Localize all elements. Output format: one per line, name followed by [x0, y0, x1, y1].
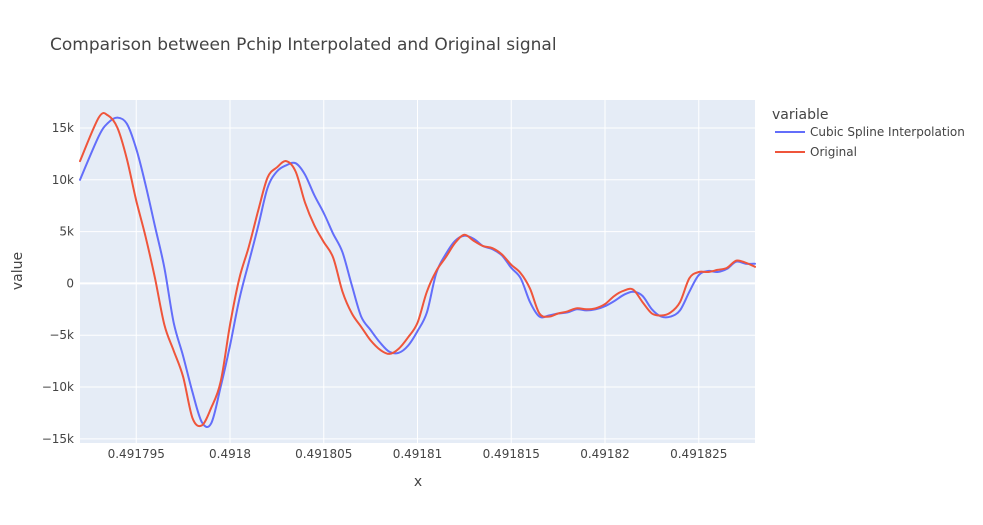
chart-title: Comparison between Pchip Interpolated an… — [50, 35, 557, 55]
y-tick-label: −10k — [42, 380, 74, 394]
x-tick-label: 0.491795 — [108, 447, 165, 461]
y-tick-label: 5k — [59, 225, 74, 239]
x-tick-label: 0.49182 — [580, 447, 630, 461]
y-tick-label: 0 — [66, 276, 74, 290]
x-tick-label: 0.491825 — [670, 447, 727, 461]
legend-title: variable — [772, 107, 828, 123]
legend-item-cubic-spline[interactable]: Cubic Spline Interpolation — [775, 125, 965, 139]
x-axis-label: x — [414, 474, 422, 490]
series-line-cubic-spline — [79, 116, 756, 428]
y-tick-label: −5k — [49, 328, 74, 342]
legend-item-original[interactable]: Original — [775, 145, 857, 159]
y-axis-label: value — [10, 252, 26, 290]
y-tick-label: 15k — [52, 121, 74, 135]
x-tick-label: 0.491815 — [483, 447, 540, 461]
y-tick-label: −15k — [42, 432, 74, 446]
y-gridlines — [80, 127, 755, 440]
y-tick-label: 10k — [52, 173, 74, 187]
x-tick-label: 0.491805 — [295, 447, 352, 461]
series-lines — [79, 112, 756, 428]
x-tick-label: 0.4918 — [209, 447, 251, 461]
legend: variable Cubic Spline Interpolation Orig… — [772, 107, 965, 159]
series-line-original — [79, 112, 756, 428]
legend-label-cubic-spline: Cubic Spline Interpolation — [810, 125, 965, 139]
legend-label-original: Original — [810, 145, 857, 159]
x-tick-label: 0.49181 — [393, 447, 443, 461]
y-tick-labels: −15k −10k −5k 0 5k 10k 15k — [42, 121, 74, 446]
x-tick-labels: 0.491795 0.4918 0.491805 0.49181 0.491815 0.4… — [108, 447, 728, 461]
